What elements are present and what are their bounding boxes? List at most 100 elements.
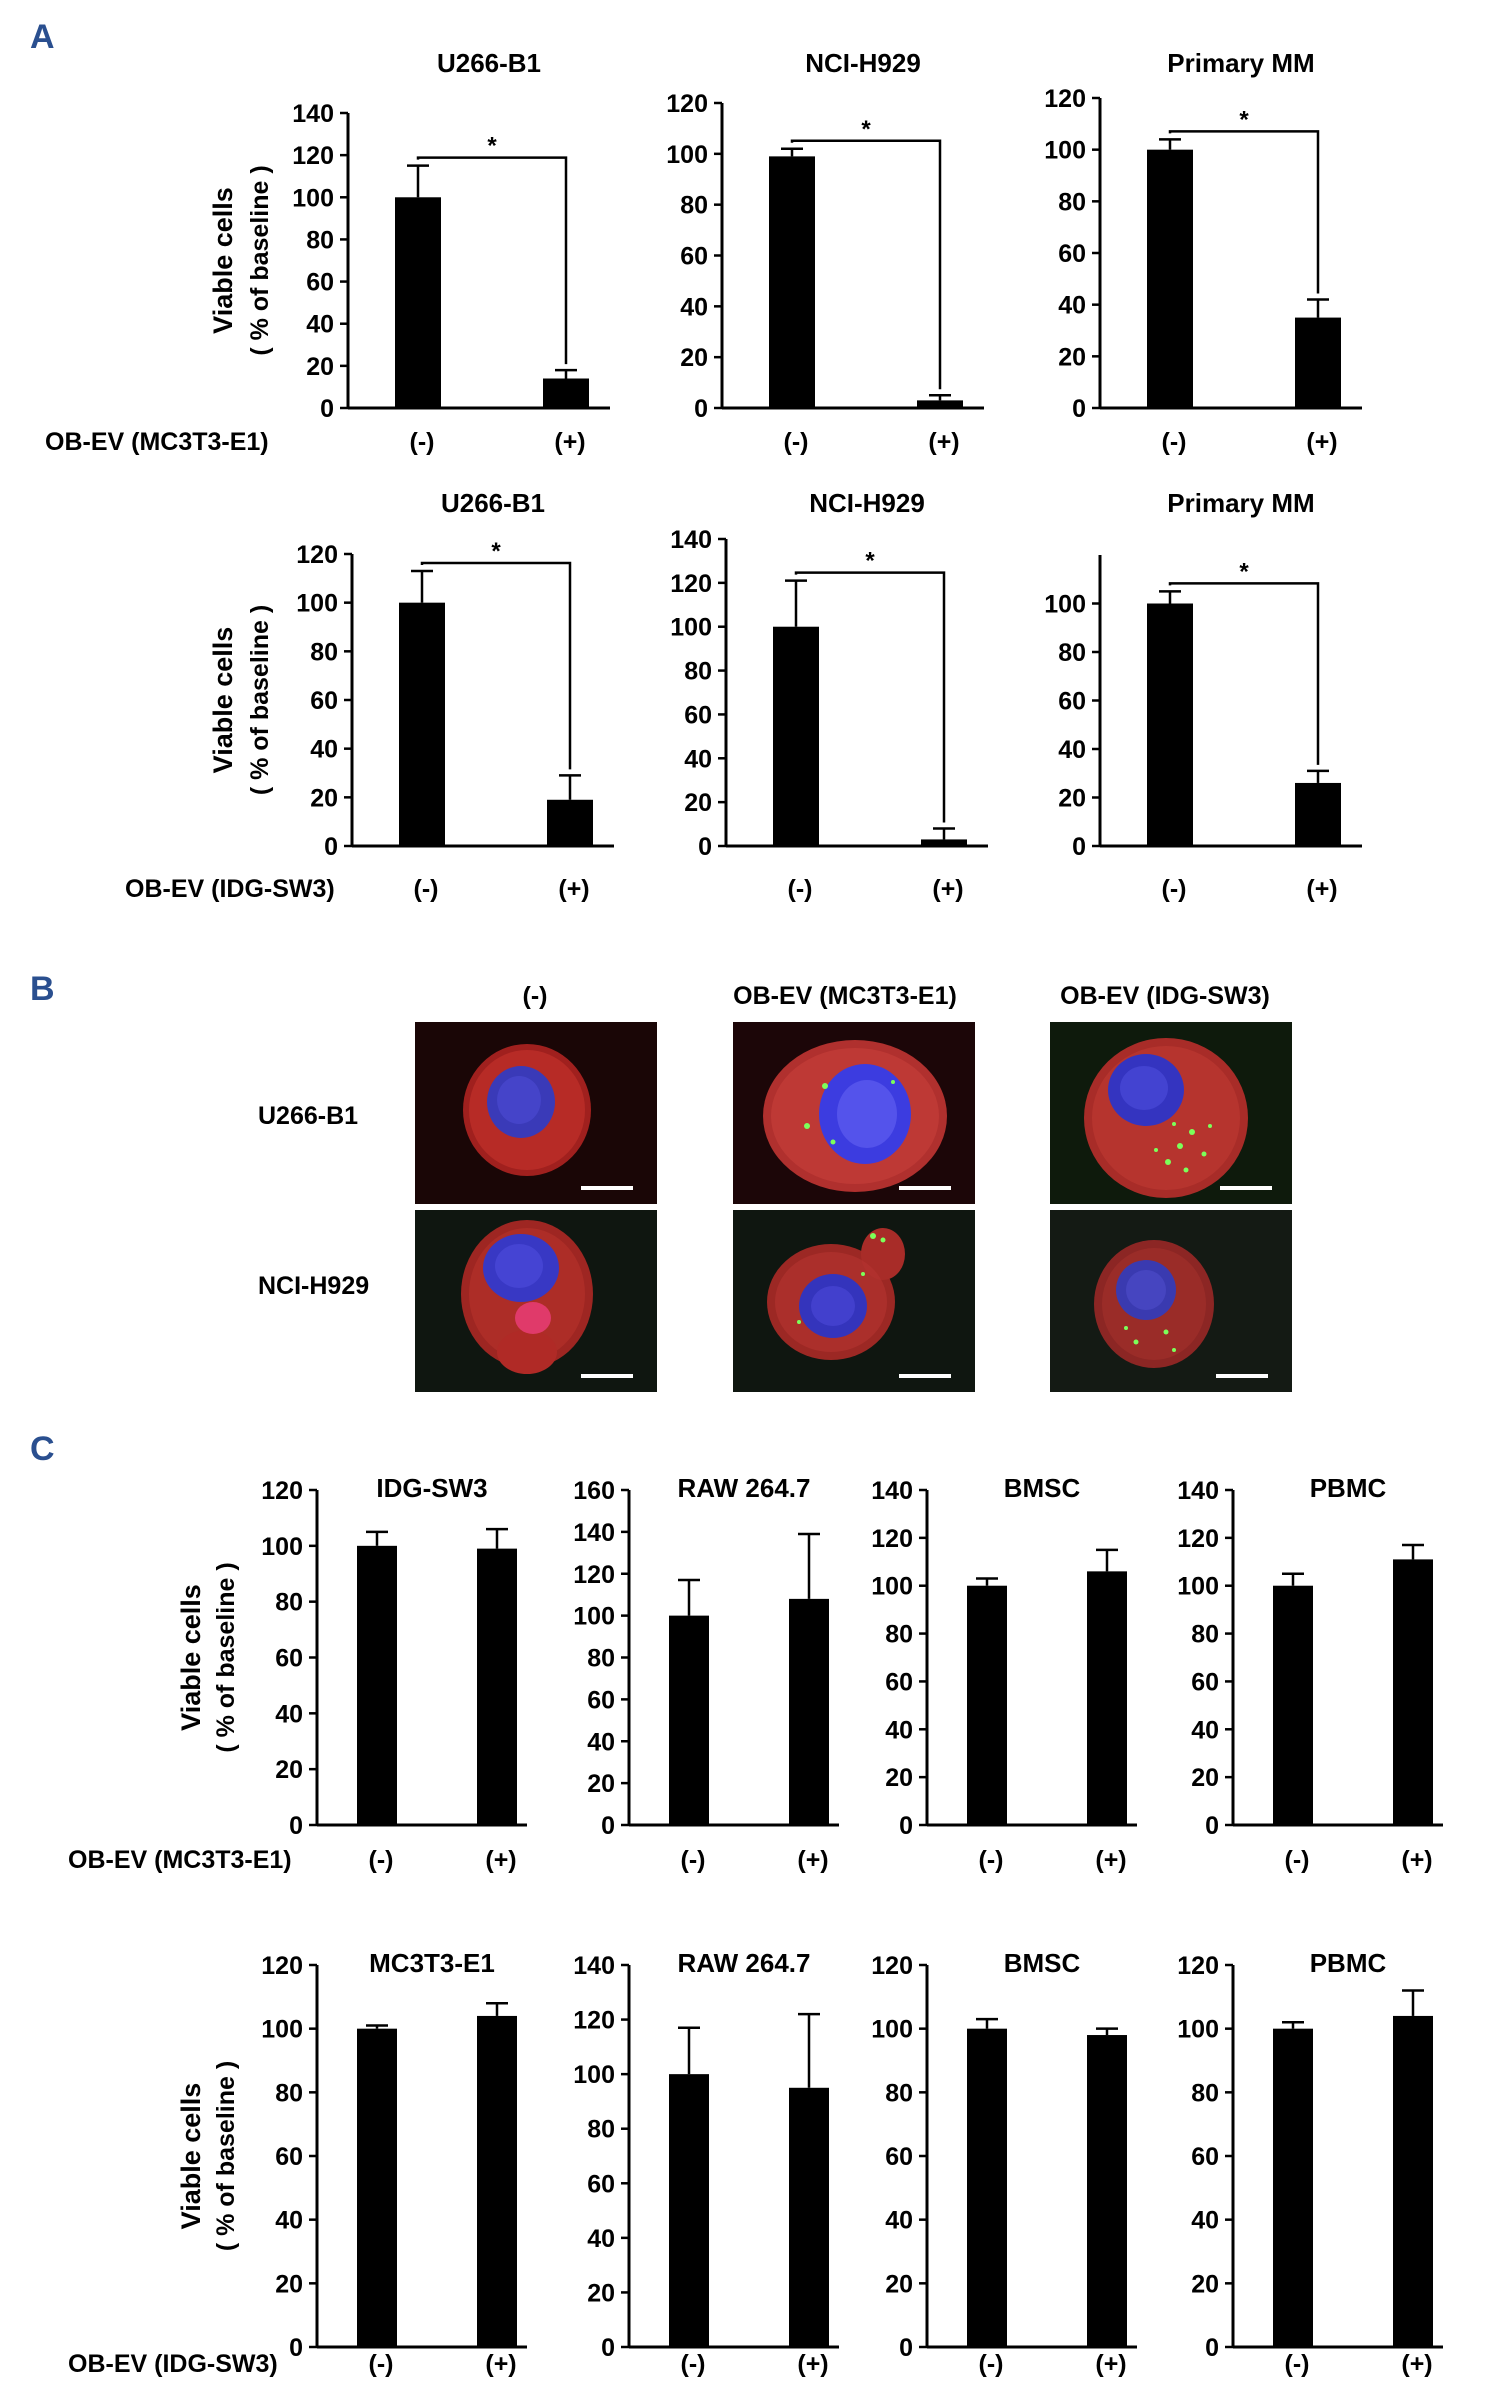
chart-2-title: NCI-H929 bbox=[805, 48, 921, 78]
chart-12-tick-label: 40 bbox=[587, 2225, 615, 2253]
chart-11-tick-label: 100 bbox=[261, 2016, 303, 2044]
chart-10-tick-label: 100 bbox=[1177, 1573, 1219, 1601]
chart-5-tick-label: 100 bbox=[670, 614, 712, 642]
chart-8-category-label: (+) bbox=[797, 1846, 828, 1874]
chart-13-title: BMSC bbox=[1004, 1948, 1081, 1978]
chart-3-category-label: (-) bbox=[1162, 428, 1187, 456]
chart-13-tick-label: 80 bbox=[885, 2079, 913, 2107]
chart-3-tick-label: 100 bbox=[1044, 137, 1086, 165]
chart-11-tick-label: 0 bbox=[289, 2334, 303, 2362]
chart-11-tick-label: 40 bbox=[275, 2207, 303, 2235]
chart-3-bar-1 bbox=[1147, 149, 1193, 408]
chart-7-tick-label: 80 bbox=[275, 1589, 303, 1617]
chart-14-tick-label: 60 bbox=[1191, 2143, 1219, 2171]
chart-12-tick-label: 100 bbox=[573, 2061, 615, 2089]
chart-14-tick-label: 100 bbox=[1177, 2016, 1219, 2044]
chart-6-title: Primary MM bbox=[1167, 488, 1314, 518]
chart-2-tick-label: 80 bbox=[680, 192, 708, 220]
chart-9-tick-label: 20 bbox=[885, 1764, 913, 1792]
chart-7-row-treatment-label: OB-EV (MC3T3-E1) bbox=[68, 1846, 292, 1874]
chart-8-tick-label: 20 bbox=[587, 1770, 615, 1798]
chart-12-category-label: (-) bbox=[681, 2350, 706, 2378]
chart-5-bar-1 bbox=[773, 626, 819, 846]
chart-13-bar-1 bbox=[967, 2028, 1007, 2347]
chart-6-bar-1 bbox=[1147, 603, 1193, 846]
chart-13-category-label: (+) bbox=[1095, 2350, 1126, 2378]
chart-4-y-axis-label: Viable cells bbox=[208, 627, 238, 774]
chart-9-title: BMSC bbox=[1004, 1473, 1081, 1503]
chart-1-bar-1 bbox=[395, 197, 441, 408]
chart-7-y-axis-label: Viable cells bbox=[176, 1584, 206, 1731]
chart-7-tick-label: 40 bbox=[275, 1700, 303, 1728]
chart-10-bar-1 bbox=[1273, 1585, 1313, 1825]
chart-13-bar-2 bbox=[1087, 2035, 1127, 2347]
micro-image-nci-control bbox=[415, 1210, 657, 1392]
chart-7-category-label: (+) bbox=[485, 1846, 516, 1874]
micro-image-nci-mc3t3 bbox=[733, 1210, 975, 1392]
chart-10-category-label: (+) bbox=[1401, 1846, 1432, 1874]
chart-6-tick-label: 80 bbox=[1058, 639, 1086, 667]
chart-11-title: MC3T3-E1 bbox=[369, 1948, 495, 1978]
chart-12-tick-label: 20 bbox=[587, 2279, 615, 2307]
chart-12-category-label: (+) bbox=[797, 2350, 828, 2378]
chart-1-tick-label: 60 bbox=[306, 269, 334, 297]
chart-13-tick-label: 60 bbox=[885, 2143, 913, 2171]
chart-5-tick-label: 120 bbox=[670, 570, 712, 598]
micro-col-title-mc3t3: OB-EV (MC3T3-E1) bbox=[733, 982, 957, 1010]
chart-3-tick-label: 80 bbox=[1058, 188, 1086, 216]
chart-3-tick-label: 60 bbox=[1058, 240, 1086, 268]
chart-5-category-label: (-) bbox=[788, 875, 813, 903]
chart-8-tick-label: 100 bbox=[573, 1603, 615, 1631]
chart-4-category-label: (-) bbox=[414, 875, 439, 903]
chart-9-tick-label: 140 bbox=[871, 1477, 913, 1505]
micro-image-u266-idgsw3 bbox=[1050, 1022, 1292, 1204]
chart-14-bar-1 bbox=[1273, 2028, 1313, 2347]
chart-14-bar-2 bbox=[1393, 2015, 1433, 2347]
chart-12-tick-label: 60 bbox=[587, 2170, 615, 2198]
chart-12-tick-label: 80 bbox=[587, 2116, 615, 2144]
chart-14-tick-label: 80 bbox=[1191, 2079, 1219, 2107]
chart-6-tick-label: 40 bbox=[1058, 736, 1086, 764]
chart-4-significance-bracket bbox=[420, 561, 572, 770]
chart-2-tick-label: 40 bbox=[680, 293, 708, 321]
chart-8-tick-label: 80 bbox=[587, 1645, 615, 1673]
chart-12-bar-2 bbox=[789, 2087, 829, 2347]
chart-4-tick-label: 120 bbox=[296, 541, 338, 569]
chart-12-tick-label: 0 bbox=[601, 2334, 615, 2362]
chart-14-tick-label: 40 bbox=[1191, 2207, 1219, 2235]
chart-14-tick-label: 20 bbox=[1191, 2270, 1219, 2298]
chart-1-category-label: (-) bbox=[410, 428, 435, 456]
chart-8-tick-label: 120 bbox=[573, 1561, 615, 1589]
chart-6-tick-label: 100 bbox=[1044, 591, 1086, 619]
chart-3-tick-label: 20 bbox=[1058, 343, 1086, 371]
chart-10-tick-label: 120 bbox=[1177, 1525, 1219, 1553]
chart-5-tick-label: 40 bbox=[684, 745, 712, 773]
chart-2-tick-label: 100 bbox=[666, 141, 708, 169]
micro-image-u266-mc3t3 bbox=[733, 1022, 975, 1204]
chart-11-bar-1 bbox=[357, 2028, 397, 2347]
chart-8-tick-label: 140 bbox=[573, 1519, 615, 1547]
chart-11-row-treatment-label: OB-EV (IDG-SW3) bbox=[68, 2350, 278, 2378]
chart-7-category-label: (-) bbox=[369, 1846, 394, 1874]
chart-1-y-axis-label: Viable cells bbox=[208, 187, 238, 334]
chart-8-title: RAW 264.7 bbox=[678, 1473, 811, 1503]
chart-1-tick-label: 100 bbox=[292, 184, 334, 212]
chart-10-tick-label: 60 bbox=[1191, 1668, 1219, 1696]
chart-2-tick-label: 0 bbox=[694, 395, 708, 423]
chart-5-bar-2 bbox=[921, 839, 967, 846]
chart-10-tick-label: 0 bbox=[1205, 1812, 1219, 1840]
chart-1-significance-marker: * bbox=[487, 133, 497, 160]
chart-9-category-label: (+) bbox=[1095, 1846, 1126, 1874]
chart-3-category-label: (+) bbox=[1306, 428, 1337, 456]
chart-7-tick-label: 20 bbox=[275, 1756, 303, 1784]
chart-10-category-label: (-) bbox=[1285, 1846, 1310, 1874]
chart-6-significance-bracket bbox=[1168, 582, 1320, 765]
chart-10-title: PBMC bbox=[1310, 1473, 1387, 1503]
chart-8-bar-1 bbox=[669, 1615, 709, 1825]
panel-letter-a: A bbox=[30, 18, 55, 56]
chart-9-bar-2 bbox=[1087, 1571, 1127, 1825]
chart-5-tick-label: 0 bbox=[698, 833, 712, 861]
chart-9-tick-label: 40 bbox=[885, 1716, 913, 1744]
chart-1-row-treatment-label: OB-EV (MC3T3-E1) bbox=[45, 428, 269, 456]
